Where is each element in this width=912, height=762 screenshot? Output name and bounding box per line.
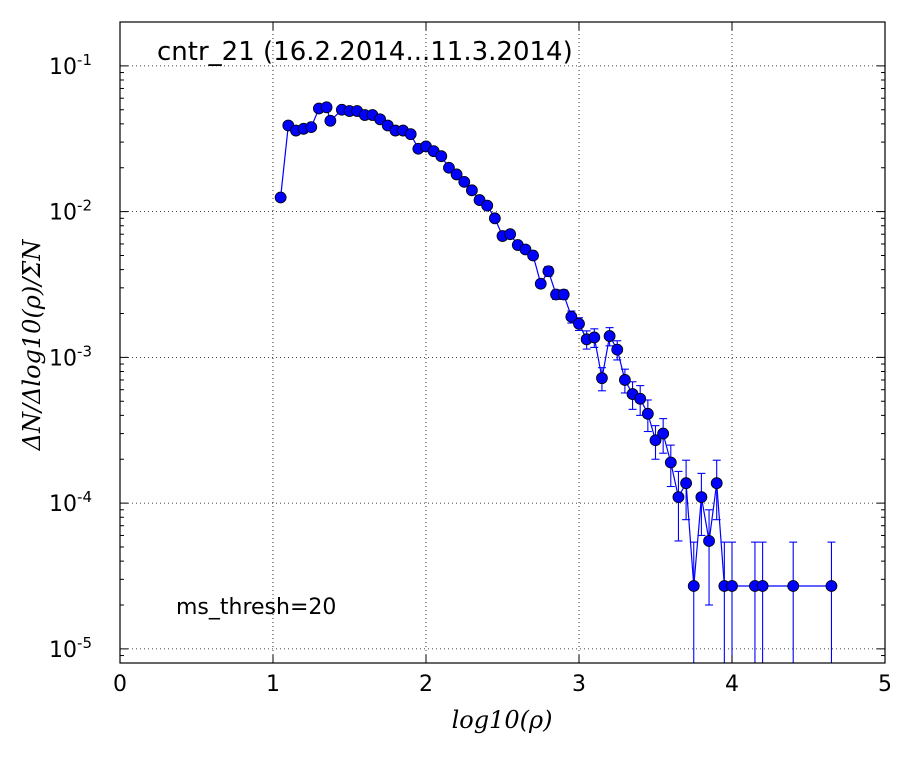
data-point	[649, 434, 662, 447]
data-series	[274, 101, 838, 663]
y-tick-label: 10-1	[49, 51, 92, 80]
data-point	[404, 128, 417, 141]
data-point	[305, 121, 318, 134]
y-axis-title: ΔN/Δlog10(ρ)/ΣN	[18, 239, 46, 452]
data-point	[488, 212, 501, 225]
data-point	[726, 580, 738, 592]
x-tick-label: 0	[113, 672, 127, 697]
y-tick-label: 10-3	[49, 342, 92, 371]
data-point	[504, 228, 517, 241]
data-point	[320, 101, 333, 114]
data-point	[603, 330, 616, 342]
data-point	[565, 310, 578, 323]
data-point	[787, 580, 800, 592]
data-point	[680, 477, 692, 490]
data-point	[596, 372, 608, 385]
data-point	[557, 288, 570, 301]
data-point	[443, 161, 455, 174]
data-point	[374, 113, 387, 126]
data-point	[634, 392, 647, 405]
data-point	[458, 175, 471, 188]
data-point	[588, 331, 601, 344]
data-point	[481, 199, 494, 212]
x-tick-label: 2	[419, 672, 433, 697]
y-tick-label: 10-4	[49, 488, 92, 517]
data-point	[619, 374, 631, 386]
data-point	[672, 491, 685, 503]
x-tick-labels: 0 1 2 3 4 5	[113, 672, 892, 697]
x-tick-label: 5	[878, 672, 892, 697]
data-point	[664, 456, 677, 469]
y-tick-label: 10-2	[49, 197, 92, 226]
data-point	[611, 343, 624, 356]
data-point	[465, 184, 478, 197]
data-point	[274, 191, 287, 204]
data-point	[710, 477, 723, 490]
y-tick-labels: 10-1 10-2 10-3 10-4 10-5	[49, 51, 92, 663]
x-tick-label: 3	[572, 672, 586, 697]
data-point	[641, 407, 654, 420]
data-point	[657, 427, 670, 440]
x-axis-title: log10(ρ)	[452, 706, 553, 734]
data-point	[534, 277, 547, 290]
y-tick-label: 10-5	[49, 634, 92, 663]
data-point	[756, 580, 769, 592]
data-point	[435, 150, 448, 163]
data-point	[324, 114, 337, 127]
series-line	[280, 106, 832, 587]
tick-marks	[119, 22, 886, 663]
x-tick-label: 4	[725, 672, 739, 697]
plot-frame	[119, 21, 886, 664]
data-point	[687, 580, 700, 592]
chart-title: cntr_21 (16.2.2014...11.3.2014)	[157, 37, 573, 67]
data-point	[825, 580, 838, 592]
data-point	[695, 491, 708, 503]
data-point	[450, 168, 463, 181]
data-point	[573, 317, 585, 330]
data-point	[527, 249, 539, 262]
x-tick-label: 1	[266, 672, 280, 697]
data-point	[703, 535, 715, 547]
data-point	[542, 265, 555, 278]
grid-lines	[119, 22, 886, 663]
threshold-annotation: ms_thresh=20	[176, 595, 336, 620]
